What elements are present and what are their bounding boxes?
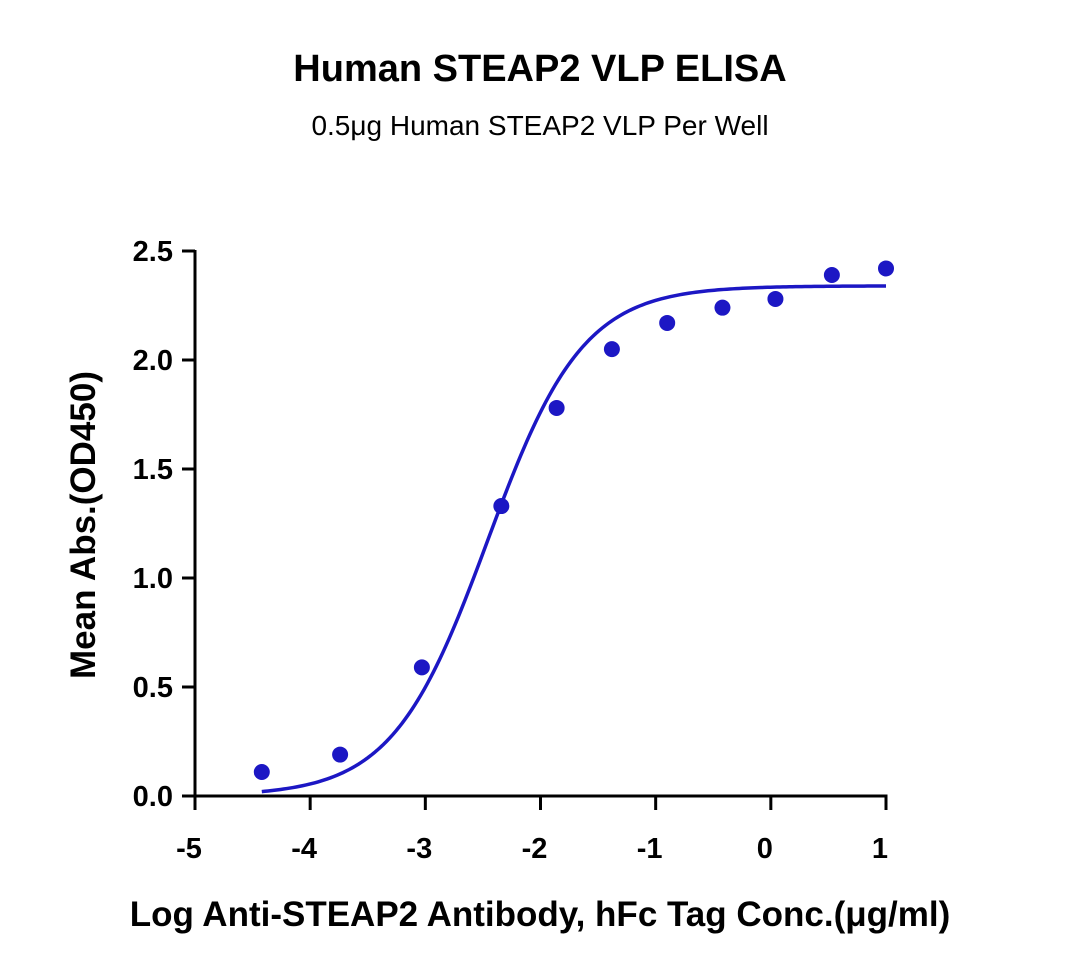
- y-tick-label: 2.0: [133, 345, 173, 377]
- x-tick-label: 1: [872, 833, 888, 865]
- data-point: [823, 266, 840, 283]
- data-point: [767, 290, 784, 307]
- fit-curve: [261, 284, 887, 794]
- y-tick-label: 1.5: [133, 454, 173, 486]
- data-point: [253, 764, 270, 781]
- axes: [193, 250, 888, 798]
- y-tick-label: 2.5: [133, 236, 173, 268]
- x-tick-label: -3: [406, 833, 432, 865]
- data-point: [603, 341, 620, 358]
- y-tick-label: 0.5: [133, 672, 173, 704]
- x-ticks: -5 -4 -3 -2 -1 0 1: [176, 796, 888, 865]
- x-tick-label: -1: [637, 833, 663, 865]
- data-points: [253, 260, 894, 781]
- data-point: [548, 399, 565, 416]
- y-ticks: 0.0 0.5 1.0 1.5 2.0 2.5: [133, 236, 195, 813]
- data-point: [413, 659, 430, 676]
- data-point: [714, 299, 731, 316]
- chart-title: Human STEAP2 VLP ELISA: [293, 48, 787, 90]
- x-tick-label: 0: [757, 833, 773, 865]
- y-tick-label: 0.0: [133, 781, 173, 813]
- y-tick-label: 1.0: [133, 563, 173, 595]
- x-tick-label: -2: [522, 833, 548, 865]
- x-tick-label: -5: [176, 833, 202, 865]
- data-point: [878, 260, 894, 277]
- chart-subtitle: 0.5μg Human STEAP2 VLP Per Well: [311, 110, 769, 141]
- x-axis-label: Log Anti-STEAP2 Antibody, hFc Tag Conc.(…: [130, 895, 951, 934]
- y-axis-label: Mean Abs.(OD450): [64, 371, 103, 679]
- data-point: [659, 314, 676, 331]
- x-tick-label: -4: [291, 833, 317, 865]
- data-point: [332, 746, 349, 763]
- data-point: [493, 498, 510, 515]
